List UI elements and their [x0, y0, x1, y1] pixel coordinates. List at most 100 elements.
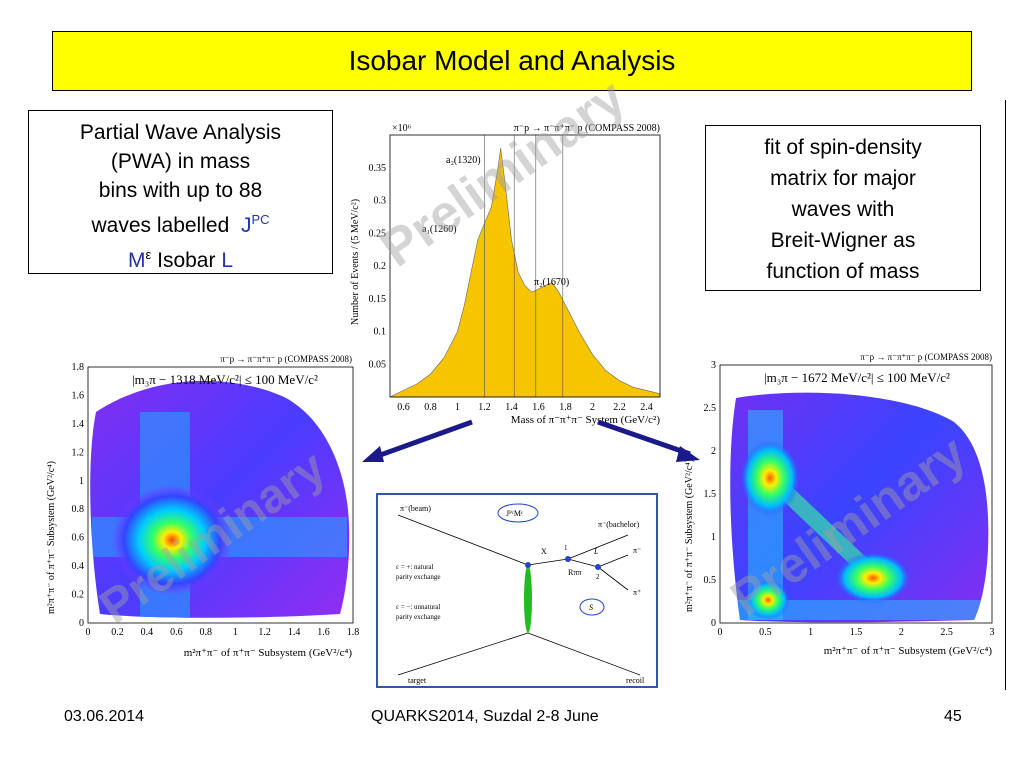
- recoil-line: [527, 632, 641, 676]
- label-target: target: [408, 676, 427, 685]
- label-1: 1: [564, 544, 568, 552]
- label-x: X: [541, 547, 547, 556]
- dalitz-ytick-label: 1.4: [72, 419, 85, 430]
- right-plot-xlabel: m²π⁺π⁻ of π⁺π⁻ Subsystem (GeV²/c⁴): [824, 645, 993, 657]
- dalitz-ytick-label: 1.8: [72, 362, 85, 373]
- slide-title: Isobar Model and Analysis: [52, 31, 972, 91]
- dalitz-xtick-label: 1.5: [850, 627, 863, 638]
- histogram-ytick-label: 0.35: [369, 163, 387, 174]
- dalitz-ytick-label: 2.5: [704, 403, 717, 414]
- right-plot-ylabel: m²π⁺π⁻ of π⁺π⁻ Subsystem (GeV²/c⁴): [684, 459, 695, 612]
- label-s: S: [589, 603, 593, 612]
- histogram-ytick-label: 0.2: [374, 261, 387, 272]
- histogram-xtick-label: 1: [455, 402, 460, 413]
- footer-date: 03.06.2014: [64, 708, 145, 725]
- x-line: [527, 558, 569, 566]
- dalitz-xtick-label: 1: [808, 627, 813, 638]
- histogram-xtick-label: 0.8: [424, 402, 437, 413]
- histogram-xtick-label: 1.8: [559, 402, 572, 413]
- histogram-xtick-label: 1.4: [505, 402, 518, 413]
- arrow-left: [371, 419, 473, 461]
- arrow-left-head: [362, 446, 384, 462]
- arrow-right-head: [676, 446, 700, 462]
- left-plot-cut: |m₃π − 1318 MeV/c²| ≤ 100 MeV/c²: [132, 372, 318, 387]
- dalitz-xtick-label: 1.4: [288, 627, 301, 638]
- label-l: L: [593, 547, 599, 556]
- dalitz-xtick-label: 0.6: [170, 627, 183, 638]
- footer-page-number: 45: [944, 708, 962, 725]
- label-beam: π⁻(beam): [400, 504, 431, 513]
- left-plot-header: π⁻p → π⁻π⁺π⁻ p (COMPASS 2008): [220, 354, 352, 364]
- pip-line: [597, 566, 629, 591]
- histogram-ylabel: Number of Events / (5 MeV/c²): [350, 199, 361, 325]
- left-plot-xlabel: m²π⁺π⁻ of π⁺π⁻ Subsystem (GeV²/c⁴): [184, 647, 353, 659]
- label-natural-1: ε = +: natural: [396, 563, 434, 571]
- dalitz-xtick-label: 0.2: [111, 627, 124, 638]
- annotation-a1: a₁(1260): [422, 224, 457, 235]
- label-2: 2: [596, 573, 600, 581]
- exchange-propagator: [524, 565, 532, 633]
- label-pip: π⁺: [633, 588, 641, 597]
- label-natural-2: parity exchange: [396, 573, 441, 581]
- histogram-xtick-label: 2.4: [640, 402, 653, 413]
- histogram-xtick-label: 2: [590, 402, 595, 413]
- label-pim: π⁻: [633, 546, 641, 555]
- dalitz-ytick-label: 2: [711, 446, 716, 457]
- arrow-right: [597, 419, 691, 457]
- dalitz-ytick-label: 1.6: [72, 390, 85, 401]
- histogram-ytick-label: 0.1: [374, 327, 387, 338]
- histogram-xtick-label: 1.2: [478, 402, 491, 413]
- arrows: [362, 419, 700, 462]
- dalitz-ytick-label: 0.8: [72, 504, 85, 515]
- histogram-xtick-label: 1.6: [532, 402, 545, 413]
- dalitz-xtick-label: 0.4: [141, 627, 154, 638]
- dalitz-ytick-label: 1.5: [704, 489, 717, 500]
- label-recoil: recoil: [626, 676, 645, 685]
- dalitz-xtick-label: 0: [86, 627, 91, 638]
- target-line: [397, 632, 529, 676]
- dalitz-xtick-label: 2: [899, 627, 904, 638]
- dalitz-xtick-label: 1: [233, 627, 238, 638]
- label-jpcm: JᴾᶜMᵋ: [506, 509, 523, 518]
- histogram-area: [389, 148, 661, 398]
- beam-line: [397, 514, 529, 566]
- left-plot-frame: [87, 366, 354, 624]
- annotation-a2: a₂(1320): [446, 155, 481, 166]
- s-bubble: [579, 598, 605, 616]
- dalitz-ytick-label: 0: [711, 618, 716, 629]
- histogram-header: π⁻p → π⁻π⁺π⁻ p (COMPASS 2008): [514, 123, 660, 134]
- histogram-exponent: ×10⁶: [392, 123, 412, 134]
- left-plot-ylabel: m²π⁺π⁻ of π⁺π⁻ Subsystem (GeV²/c⁴): [46, 461, 57, 614]
- dalitz-ytick-label: 1: [711, 532, 716, 543]
- jpcm-bubble: [497, 503, 539, 523]
- dalitz-xtick-label: 1.6: [317, 627, 330, 638]
- histogram-frame: [389, 134, 661, 398]
- right-plot-header: π⁻p → π⁻π⁺π⁻ p (COMPASS 2008): [860, 352, 992, 362]
- dalitz-xtick-label: 1.8: [347, 627, 360, 638]
- dalitz-xtick-label: 1.2: [258, 627, 271, 638]
- label-bachelor: π⁻(bachelor): [598, 520, 639, 529]
- histogram-xlabel: Mass of π⁻π⁺π⁻ System (GeV/c²): [511, 414, 661, 426]
- vertex-2: [595, 564, 601, 570]
- histogram-xtick-label: 0.6: [397, 402, 410, 413]
- dalitz-plot-right: π⁻p → π⁻π⁺π⁻ p (COMPASS 2008) |m₃π − 167…: [684, 352, 995, 657]
- histogram-xtick-label: 2.2: [613, 402, 626, 413]
- dalitz-ytick-label: 0.4: [72, 561, 85, 572]
- fit-text-box: fit of spin-density matrix for major wav…: [705, 125, 981, 291]
- right-plot-frame: [719, 364, 993, 624]
- bachelor-line: [567, 534, 629, 560]
- vertex-1: [565, 556, 571, 562]
- dalitz-ytick-label: 0.6: [72, 533, 85, 544]
- right-plot-cut: |m₃π − 1672 MeV/c²| ≤ 100 MeV/c²: [764, 370, 950, 385]
- pwa-text-box: Partial Wave Analysis (PWA) in mass bins…: [28, 110, 333, 274]
- vertex-production: [525, 562, 531, 568]
- annotation-pi2: π₂(1670): [534, 277, 569, 288]
- dalitz-ytick-label: 0.5: [704, 575, 717, 586]
- label-unnatural-2: parity exchange: [396, 613, 441, 621]
- histogram-ytick-label: 0.3: [374, 196, 387, 207]
- dalitz-xtick-label: 2.5: [940, 627, 953, 638]
- dalitz-ytick-label: 3: [711, 360, 716, 371]
- dalitz-xtick-label: 0.8: [200, 627, 213, 638]
- histogram-ytick-label: 0.25: [369, 228, 387, 239]
- mass-histogram: π⁻p → π⁻π⁺π⁻ p (COMPASS 2008) ×10⁶ 0.6 0.…: [350, 123, 661, 426]
